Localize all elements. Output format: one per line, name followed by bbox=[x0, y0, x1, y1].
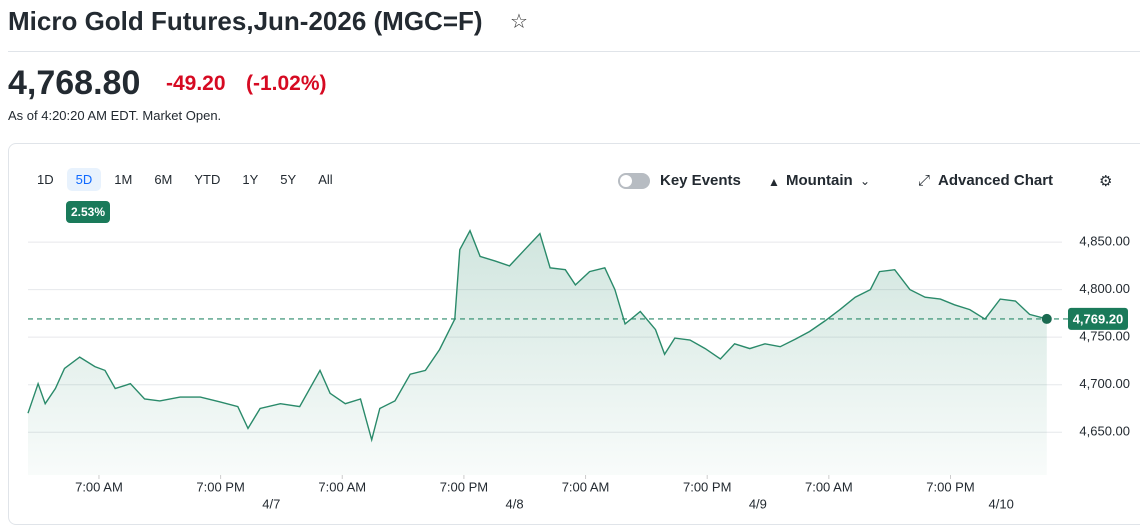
x-tick-label: 7:00 PM bbox=[683, 479, 731, 494]
x-tick-label: 7:00 AM bbox=[805, 479, 853, 494]
range-change: 2.53% bbox=[66, 201, 111, 223]
date-tick-label: 4/8 bbox=[506, 496, 524, 511]
y-tick-label: 4,650.00 bbox=[1079, 424, 1130, 439]
date-tick-label: 4/9 bbox=[749, 496, 767, 511]
x-tick-label: 7:00 PM bbox=[926, 479, 974, 494]
advanced-chart[interactable]: Advanced Chart bbox=[938, 172, 1054, 189]
range-button[interactable]: YTD bbox=[194, 172, 221, 187]
separator bbox=[8, 51, 1140, 52]
watchlist-star[interactable]: ☆ bbox=[510, 11, 528, 33]
price: 4,768.80 bbox=[8, 64, 141, 102]
range-button[interactable]: 6M bbox=[154, 172, 173, 187]
key-events[interactable]: Key Events bbox=[660, 172, 741, 189]
y-tick-label: 4,750.00 bbox=[1079, 329, 1130, 344]
dropdown-caret[interactable]: ⌄ bbox=[860, 174, 871, 188]
x-tick-label: 7:00 AM bbox=[562, 479, 610, 494]
range-button[interactable]: 1D bbox=[37, 172, 54, 187]
price-change-percent: (-1.02%) bbox=[246, 72, 327, 95]
y-tick-label: 4,800.00 bbox=[1079, 281, 1130, 296]
date-tick-label: 4/7 bbox=[262, 496, 280, 511]
range-button[interactable]: 1Y bbox=[242, 172, 259, 187]
price-change: -49.20 bbox=[166, 72, 226, 95]
expand-icon: ⤢ bbox=[918, 172, 931, 189]
range-button[interactable]: 5Y bbox=[280, 172, 297, 187]
area bbox=[28, 230, 1047, 475]
x-tick-label: 7:00 AM bbox=[318, 479, 366, 494]
date-tick-label: 4/10 bbox=[989, 496, 1014, 511]
range-button[interactable]: All bbox=[318, 172, 333, 187]
key-events-toggle[interactable] bbox=[618, 173, 650, 189]
last-price-dot bbox=[1041, 313, 1052, 324]
page-title: Micro Gold Futures,Jun-2026 (MGC=F) bbox=[8, 6, 483, 36]
range-button[interactable]: 1M bbox=[114, 172, 133, 187]
y-tick-label: 4,850.00 bbox=[1079, 234, 1130, 249]
range-selector: 1D 5D 1M 6M YTD 1Y 5Y All bbox=[28, 168, 346, 191]
x-tick-label: 7:00 PM bbox=[440, 479, 488, 494]
x-tick-label: 7:00 AM bbox=[75, 479, 123, 494]
range-button[interactable]: 5D bbox=[66, 168, 102, 191]
x-tick-label: 7:00 PM bbox=[196, 479, 244, 494]
timestamp: As of 4:20:20 AM EDT. Market Open. bbox=[8, 108, 222, 123]
last-price-box bbox=[1068, 307, 1128, 330]
mountain-icon: ▲ bbox=[768, 175, 780, 189]
last-price-label: 4,769.20 bbox=[1073, 311, 1124, 326]
chart-style[interactable]: Mountain bbox=[786, 172, 853, 189]
y-tick-label: 4,700.00 bbox=[1079, 376, 1130, 391]
price-line bbox=[27, 229, 1047, 443]
settings-icon[interactable]: ⚙ bbox=[1099, 173, 1113, 190]
